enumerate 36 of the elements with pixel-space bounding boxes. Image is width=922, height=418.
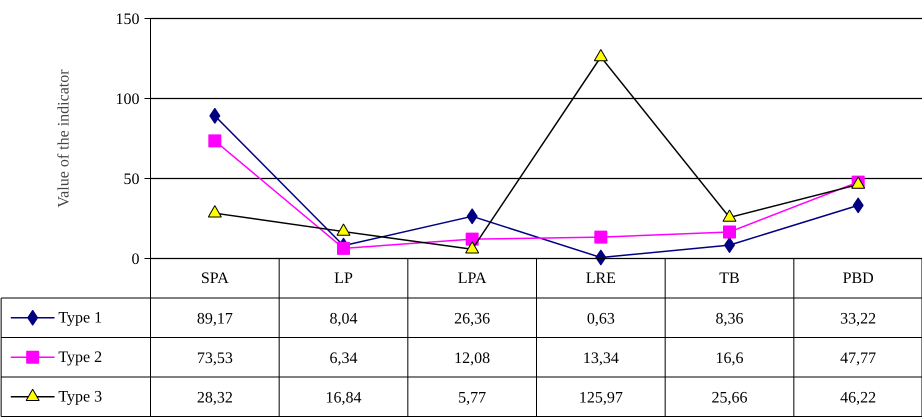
y-tick-label: 0: [132, 251, 140, 268]
y-tick-label: 150: [116, 11, 140, 28]
x-tick-label: PBD: [842, 270, 874, 287]
point: [208, 134, 222, 148]
data-label: 46,22: [840, 389, 876, 406]
data-label: 25,66: [712, 389, 748, 406]
legend-label: Type 1: [58, 309, 102, 326]
point: [594, 230, 608, 244]
data-label: 28,32: [196, 389, 233, 406]
data-label: 33,22: [840, 310, 876, 328]
data-label: 12,08: [454, 350, 490, 367]
data-label: 13,34: [582, 350, 619, 367]
data-label: 73,53: [196, 350, 233, 367]
x-tick-label: LPA: [458, 270, 487, 287]
data-label: 0,63: [586, 310, 615, 328]
data-label: 8,36: [716, 310, 744, 328]
point: [337, 242, 350, 255]
y-tick-label: 100: [116, 91, 140, 108]
data-label: 5,77: [458, 389, 486, 406]
point: [723, 225, 736, 238]
legend-label: Type 3: [58, 388, 102, 406]
data-label: 125,97: [578, 389, 623, 406]
y-tick-label: 50: [124, 171, 140, 188]
data-label: 6,34: [330, 350, 358, 367]
x-tick-label: LRE: [586, 270, 616, 287]
x-tick-label: TB: [719, 270, 740, 287]
data-label: 26,36: [454, 310, 490, 328]
data-label: 47,77: [840, 350, 876, 367]
y-axis-title: Value of the indicator: [56, 68, 72, 208]
data-label: 89,17: [196, 310, 233, 328]
data-label: 8,04: [330, 310, 358, 328]
legend-label: Type 2: [58, 348, 102, 366]
x-tick-label: LP: [334, 270, 353, 287]
x-tick-label: SPA: [200, 270, 230, 287]
data-label: 16,84: [326, 389, 362, 406]
data-label: 16,6: [716, 350, 744, 367]
